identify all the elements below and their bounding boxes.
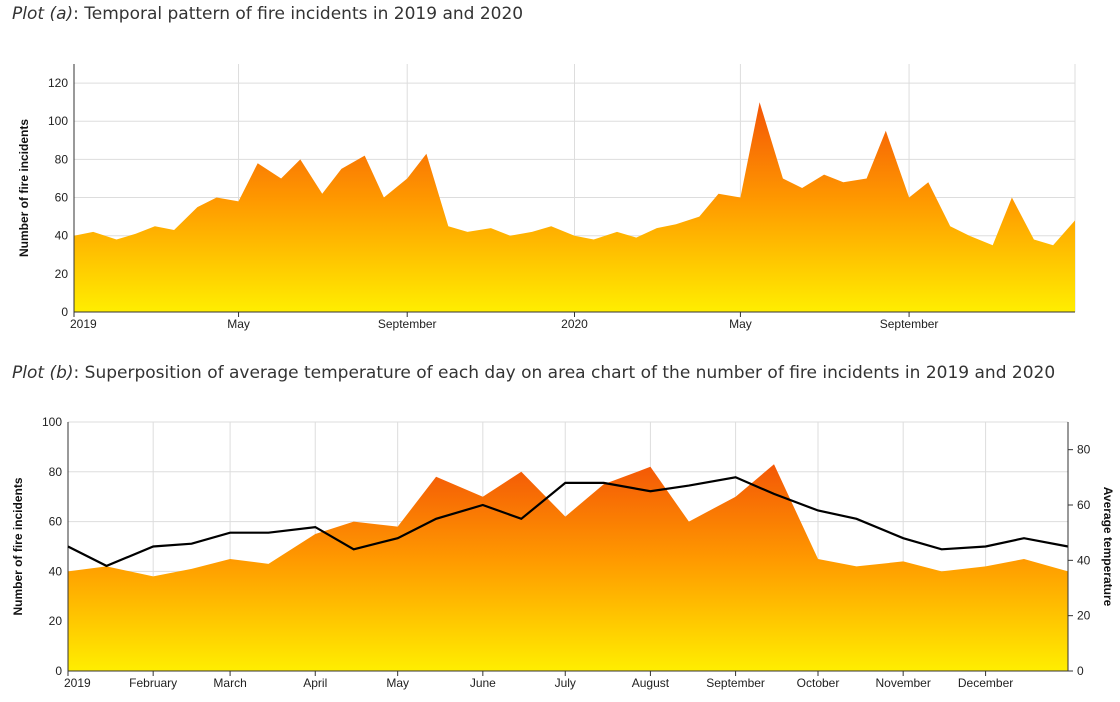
plot-a-name: Plot (a) [12,4,74,24]
x-tick-label: May [227,317,250,331]
plot-a-caption: Plot (a): Temporal pattern of fire incid… [12,4,523,24]
y-tick-label: 80 [55,152,69,166]
x-tick-label: December [958,676,1013,690]
x-tick-label: April [303,676,327,690]
plot-b-caption: Plot (b): Superposition of average tempe… [12,363,1055,383]
y-tick-label: 60 [55,191,69,205]
y-tick-label: 20 [49,614,63,628]
x-tick-label: May [729,317,752,331]
y-tick-label: 120 [48,76,68,90]
y-tick-label: 40 [55,229,69,243]
x-tick-label: July [555,676,576,690]
x-tick-label: 2019 [64,676,91,690]
y-tick-label: 20 [55,267,69,281]
y-tick-label: 0 [55,664,62,678]
x-tick-label: 2019 [70,317,97,331]
x-tick-label: September [880,317,939,331]
y-axis-title: Number of fire incidents [17,119,31,257]
plot-b-name: Plot (b) [12,363,74,383]
right-y-tick-label: 60 [1077,498,1091,512]
x-tick-label: February [129,676,177,690]
x-tick-label: September [706,676,765,690]
x-tick-label: November [875,676,930,690]
right-y-tick-label: 80 [1077,443,1091,457]
x-tick-label: March [213,676,246,690]
x-tick-label: October [797,676,840,690]
y-tick-label: 40 [49,564,63,578]
y-tick-label: 100 [42,415,62,429]
y-axis-title: Number of fire incidents [11,477,25,615]
x-tick-label: September [378,317,437,331]
y-tick-label: 100 [48,114,68,128]
y-tick-label: 0 [61,305,68,319]
y-tick-label: 60 [49,515,63,529]
right-y-tick-label: 0 [1077,664,1084,678]
x-tick-label: May [386,676,409,690]
fire-incidents-area [68,464,1068,671]
y-tick-label: 80 [49,465,63,479]
right-y-tick-label: 40 [1077,553,1091,567]
plot-a-caption-text: : Temporal pattern of fire incidents in … [73,4,524,24]
fire-incidents-area [74,102,1075,312]
x-tick-label: August [632,676,670,690]
x-tick-label: 2020 [561,317,588,331]
right-y-tick-label: 20 [1077,609,1091,623]
x-tick-label: June [470,676,496,690]
plot-b-caption-text: : Superposition of average temperature o… [73,363,1056,383]
right-y-axis-title: Average temperature [1101,487,1115,607]
temperature-line [67,476,1069,568]
